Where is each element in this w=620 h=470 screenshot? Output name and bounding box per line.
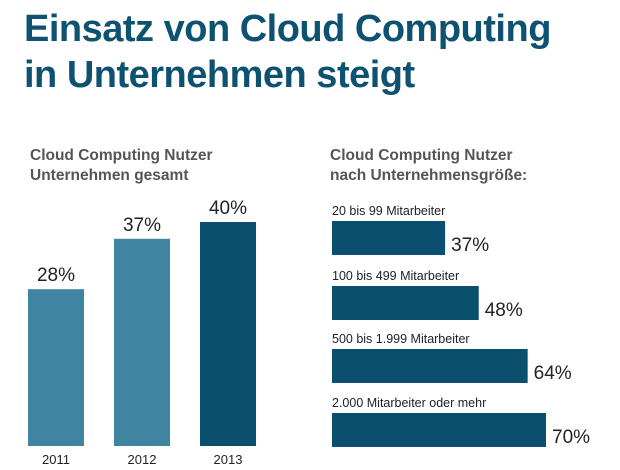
value-label-2013: 40% <box>209 198 247 219</box>
left-bar-chart: 28% 2011 37% 2012 40% 2013 <box>28 198 256 467</box>
hbar-group-100-499: 100 bis 499 Mitarbeiter 48% <box>332 269 523 321</box>
hbar-group-2000-plus: 2.000 Mitarbeiter oder mehr 70% <box>332 396 590 448</box>
bar-group-2012: 37% 2012 <box>114 215 170 467</box>
hbar-500-1999 <box>332 349 528 383</box>
hbar-group-500-1999: 500 bis 1.999 Mitarbeiter 64% <box>332 332 572 384</box>
chart-title: Einsatz von Cloud Computing in Unternehm… <box>24 6 614 98</box>
bar-group-2013: 40% 2013 <box>200 198 256 467</box>
bar-2012 <box>114 238 170 446</box>
category-label-2000-plus: 2.000 Mitarbeiter oder mehr <box>332 396 486 410</box>
value-label-2012: 37% <box>123 215 161 236</box>
chart-title-line2: in Unternehmen steigt <box>24 54 415 96</box>
hbar-20-99 <box>332 221 446 255</box>
left-chart-subtitle: Cloud Computing Nutzer Unternehmen gesam… <box>30 146 213 186</box>
category-label-20-99: 20 bis 99 Mitarbeiter <box>332 204 445 218</box>
value-label-2000-plus: 70% <box>552 427 590 448</box>
chart-title-line1: Einsatz von Cloud Computing <box>24 8 551 50</box>
right-bar-chart: 20 bis 99 Mitarbeiter 37% 100 bis 499 Mi… <box>332 204 590 448</box>
bar-2013 <box>200 222 256 446</box>
right-chart-subtitle-line2: nach Unternehmensgröße: <box>330 167 528 184</box>
right-chart-subtitle-line1: Cloud Computing Nutzer <box>330 147 513 164</box>
value-label-500-1999: 64% <box>534 363 572 384</box>
left-chart-subtitle-line1: Cloud Computing Nutzer <box>30 147 213 164</box>
hbar-2000-plus <box>332 413 546 447</box>
category-label-500-1999: 500 bis 1.999 Mitarbeiter <box>332 332 470 346</box>
bar-group-2011: 28% 2011 <box>28 265 84 467</box>
tick-label-2011: 2011 <box>42 452 70 467</box>
tick-label-2012: 2012 <box>128 452 157 467</box>
category-label-100-499: 100 bis 499 Mitarbeiter <box>332 269 459 283</box>
value-label-2011: 28% <box>37 265 75 286</box>
bar-2011 <box>28 289 84 446</box>
value-label-100-499: 48% <box>485 300 523 321</box>
left-chart-subtitle-line2: Unternehmen gesamt <box>30 167 189 184</box>
value-label-20-99: 37% <box>451 235 489 256</box>
hbar-100-499 <box>332 286 479 320</box>
right-chart-subtitle: Cloud Computing Nutzer nach Unternehmens… <box>330 146 527 186</box>
hbar-group-20-99: 20 bis 99 Mitarbeiter 37% <box>332 204 489 256</box>
tick-label-2013: 2013 <box>214 452 243 467</box>
